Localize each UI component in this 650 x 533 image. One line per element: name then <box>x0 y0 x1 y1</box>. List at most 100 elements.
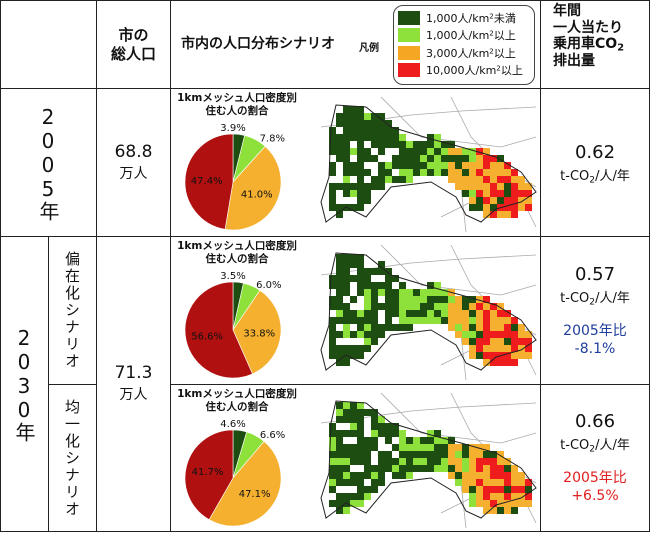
density-cell <box>364 437 371 444</box>
legend-text: 10,000人/km <box>426 64 497 78</box>
density-cell <box>413 162 420 169</box>
density-cell <box>392 155 399 162</box>
city-boundary <box>320 104 537 223</box>
density-cell <box>455 317 462 324</box>
density-cell <box>462 444 469 451</box>
density-cell <box>511 486 518 493</box>
density-cell <box>511 176 518 183</box>
density-cell <box>399 162 406 169</box>
density-cell <box>336 183 343 190</box>
density-cell <box>357 261 364 268</box>
density-cell <box>357 155 364 162</box>
density-cell <box>476 155 483 162</box>
density-cell <box>343 310 350 317</box>
unit-text: /人/年 <box>595 438 630 453</box>
density-cell <box>483 444 490 451</box>
density-cell <box>406 472 413 479</box>
density-cell <box>504 183 511 190</box>
header-text: 乗用車CO <box>553 36 618 52</box>
density-cell <box>504 486 511 493</box>
density-cell <box>504 472 511 479</box>
density-cell <box>427 444 434 451</box>
density-cell <box>357 451 364 458</box>
density-cell <box>462 183 469 190</box>
density-cell <box>399 289 406 296</box>
density-cell <box>350 190 357 197</box>
density-cell <box>371 289 378 296</box>
density-cell <box>343 409 350 416</box>
density-cell <box>329 204 336 211</box>
density-cell <box>378 183 385 190</box>
pie-slice <box>184 281 253 379</box>
superscript: 2 <box>489 28 494 38</box>
density-cell <box>399 282 406 289</box>
co2-unit: t-CO2/人/年 <box>560 287 630 307</box>
density-cell <box>357 409 364 416</box>
density-cell <box>364 444 371 451</box>
legend: 1,000人/km2未満 1,000人/km2以上 3,000人/km2以上 10,0… <box>393 5 535 85</box>
density-cell <box>357 472 364 479</box>
density-cell <box>476 148 483 155</box>
population-cell: 71.3 万人 <box>96 236 171 532</box>
density-cell <box>490 155 497 162</box>
density-cell <box>406 458 413 465</box>
density-cell <box>427 155 434 162</box>
density-cell <box>364 197 371 204</box>
density-cell <box>420 444 427 451</box>
density-cell <box>511 331 518 338</box>
density-cell <box>371 183 378 190</box>
density-cell <box>497 162 504 169</box>
density-cell <box>343 169 350 176</box>
density-cell <box>336 141 343 148</box>
density-cell <box>357 106 364 113</box>
density-cell <box>427 317 434 324</box>
density-cell <box>350 444 357 451</box>
density-cell <box>392 289 399 296</box>
density-cell <box>357 148 364 155</box>
density-cell <box>476 465 483 472</box>
density-cell <box>511 338 518 345</box>
density-cell <box>518 345 525 352</box>
density-cell <box>385 310 392 317</box>
pie-slice <box>224 145 282 231</box>
density-cell <box>511 472 518 479</box>
pie-title-line: 1kmメッシュ人口密度別 <box>177 92 297 104</box>
density-cell <box>504 507 511 514</box>
density-cell <box>525 345 532 352</box>
density-cell <box>525 183 532 190</box>
density-cell <box>518 331 525 338</box>
density-cell <box>329 148 336 155</box>
density-cell <box>329 500 336 507</box>
density-cell <box>497 493 504 500</box>
density-cell <box>329 345 336 352</box>
density-cell <box>504 500 511 507</box>
density-cell <box>455 303 462 310</box>
density-cell <box>364 120 371 127</box>
density-cell <box>511 197 518 204</box>
density-cell <box>448 444 455 451</box>
density-cell <box>343 106 350 113</box>
density-cell <box>455 479 462 486</box>
density-cell <box>469 183 476 190</box>
density-cell <box>385 127 392 134</box>
pie-label: 47.1% <box>239 489 271 500</box>
density-cell <box>518 352 525 359</box>
density-cell <box>343 465 350 472</box>
density-cell <box>504 458 511 465</box>
pie-label: 47.4% <box>191 176 223 187</box>
unit-text: t-CO <box>560 438 590 453</box>
density-cell <box>469 472 476 479</box>
density-cell <box>371 310 378 317</box>
density-cell <box>343 120 350 127</box>
density-cell <box>448 155 455 162</box>
density-cell <box>385 303 392 310</box>
density-cell <box>329 303 336 310</box>
legend-text: 以上 <box>493 46 516 60</box>
density-cell <box>350 127 357 134</box>
density-cell <box>364 268 371 275</box>
density-cell <box>476 338 483 345</box>
density-cell <box>476 169 483 176</box>
co2-value: 0.62 <box>574 141 616 163</box>
density-cell <box>476 500 483 507</box>
density-cell <box>364 134 371 141</box>
